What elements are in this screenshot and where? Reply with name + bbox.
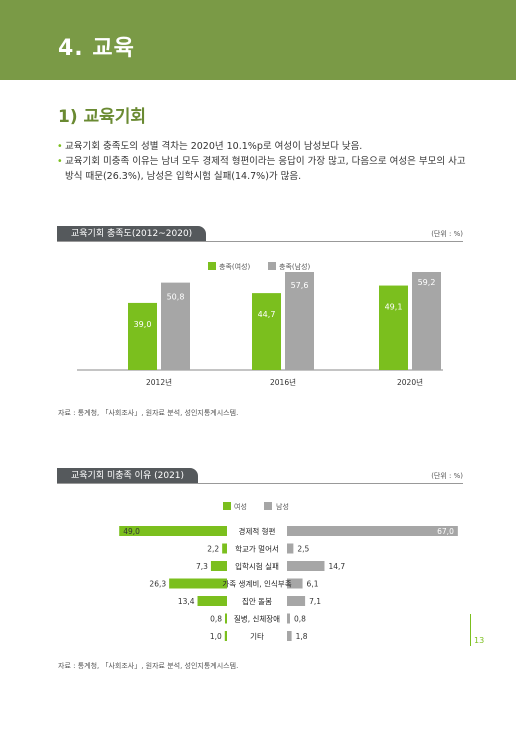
bar-label-female-row-1: 49,0 <box>123 527 140 536</box>
bar-label-female-row-4: 26,3 <box>149 580 166 589</box>
bar-male-1 <box>161 282 190 370</box>
bar-label-male-3: 59,2 <box>418 278 436 287</box>
bar-label-female-1: 39,0 <box>134 320 152 329</box>
bar-female-row-5 <box>197 596 227 606</box>
bar-female-row-7 <box>224 631 227 641</box>
chart1-header: 교육기회 충족도(2012~2020) (단위 : %) <box>57 226 463 242</box>
legend-female-label: 충족(여성) <box>219 263 251 271</box>
bar-label-male-1: 50,8 <box>167 293 185 302</box>
bar-label-male-row-7: 1,8 <box>296 632 308 641</box>
bullet-dot-icon: • <box>57 141 63 152</box>
bar-female-row-2 <box>222 543 227 554</box>
bar-female-2 <box>252 293 281 370</box>
legend-male-label: 충족(남성) <box>279 263 311 271</box>
bar-label-male-row-1: 67,0 <box>437 527 454 536</box>
bar-label-female-row-6: 0,8 <box>210 615 222 624</box>
section-title: 1) 교육기회 <box>58 107 147 127</box>
bar-label-male-row-3: 14,7 <box>328 562 345 571</box>
bar-label-male-row-6: 0,8 <box>294 615 306 624</box>
bar-male-row-1 <box>287 526 458 536</box>
category-label-2: 학교가 멀어서 <box>235 544 279 554</box>
bar-label-female-row-2: 2,2 <box>207 545 219 554</box>
bar-male-row-3 <box>287 561 325 571</box>
chart1-source: 자료 : 통계청, 「사회조사」, 원자료 분석, 성인지통계시스템. <box>58 409 239 417</box>
legend2-female-swatch <box>223 502 231 510</box>
bullet-item: • 교육기회 충족도의 성별 격차는 2020년 10.1%p로 여성이 남성보다… <box>57 141 363 152</box>
page-number: 13 <box>474 636 485 645</box>
chart2-header: 교육기회 미충족 이유 (2021) (단위 : %) <box>57 468 463 484</box>
x-tick-label-2: 2016년 <box>270 377 296 387</box>
bar-label-female-row-3: 7,3 <box>196 562 208 571</box>
chart2-title: 교육기회 미충족 이유 (2021) <box>57 468 199 484</box>
bar-label-male-row-5: 7,1 <box>309 597 321 606</box>
category-label-3: 입학시험 실패 <box>235 561 279 571</box>
bar-label-female-2: 44,7 <box>258 310 276 319</box>
legend2-female-label: 여성 <box>234 503 247 511</box>
page-divider <box>470 614 471 646</box>
chart1-unit: (단위 : %) <box>431 230 463 238</box>
x-tick-label-3: 2020년 <box>397 377 423 387</box>
vertical-bar-chart: 39,0 50,8 2012년 44,7 57,6 2016년 49,1 59,2 2020년 <box>77 272 443 387</box>
x-tick-label-1: 2012년 <box>146 377 172 387</box>
bar-female-row-3 <box>210 561 227 571</box>
bar-female-3 <box>379 285 408 370</box>
bar-male-row-6 <box>287 613 290 624</box>
category-label-7: 기타 <box>250 632 264 641</box>
bar-label-female-row-5: 13,4 <box>178 597 195 606</box>
bullet-item: • 교육기회 미충족 이유는 남녀 모두 경제적 형편이라는 응답이 가장 많고,… <box>57 156 466 182</box>
bar-male-row-4 <box>287 578 303 589</box>
category-label-6: 질병, 신체장애 <box>234 614 280 624</box>
legend2-male-label: 남성 <box>276 503 289 511</box>
bar-female-row-1 <box>119 526 227 536</box>
chart1-title: 교육기회 충족도(2012~2020) <box>57 226 207 242</box>
bar-label-male-row-2: 2,5 <box>297 545 309 554</box>
bar-female-1 <box>128 302 157 370</box>
legend-male-swatch <box>268 262 276 270</box>
header-band <box>0 0 516 80</box>
category-label-1: 경제적 형편 <box>239 526 276 536</box>
bar-label-female-3: 49,1 <box>385 303 403 312</box>
bar-label-male-2: 57,6 <box>291 281 309 290</box>
butterfly-bar-chart: 경제적 형편 49,0 67,0 학교가 멀어서 2,2 2,5 입학시험 실패 7,3 14,… <box>119 526 458 641</box>
summary-bullets: • 교육기회 충족도의 성별 격차는 2020년 10.1%p로 여성이 남성보다… <box>57 139 467 184</box>
category-label-5: 집안 돌봄 <box>242 596 272 606</box>
bar-female-row-4 <box>169 578 227 589</box>
chapter-title: 4. 교육 <box>58 36 135 61</box>
bar-label-male-row-4: 6,1 <box>307 580 319 589</box>
bar-male-row-5 <box>287 596 306 606</box>
bar-female-row-6 <box>225 613 227 624</box>
bar-male-row-7 <box>287 631 292 641</box>
bar-male-2 <box>285 272 314 370</box>
chart2-unit: (단위 : %) <box>431 472 463 480</box>
bullet-dot-icon: • <box>57 156 63 167</box>
bar-male-3 <box>412 272 441 370</box>
legend-female-swatch <box>208 262 216 270</box>
bar-male-row-2 <box>287 543 294 554</box>
category-label-4: 가족 생계비, 인식부족 <box>222 579 291 589</box>
legend2-male-swatch <box>264 502 272 510</box>
bar-label-female-row-7: 1,0 <box>210 632 222 641</box>
chart2-source: 자료 : 통계청, 「사회조사」, 원자료 분석, 성인지통계시스템. <box>58 662 239 670</box>
